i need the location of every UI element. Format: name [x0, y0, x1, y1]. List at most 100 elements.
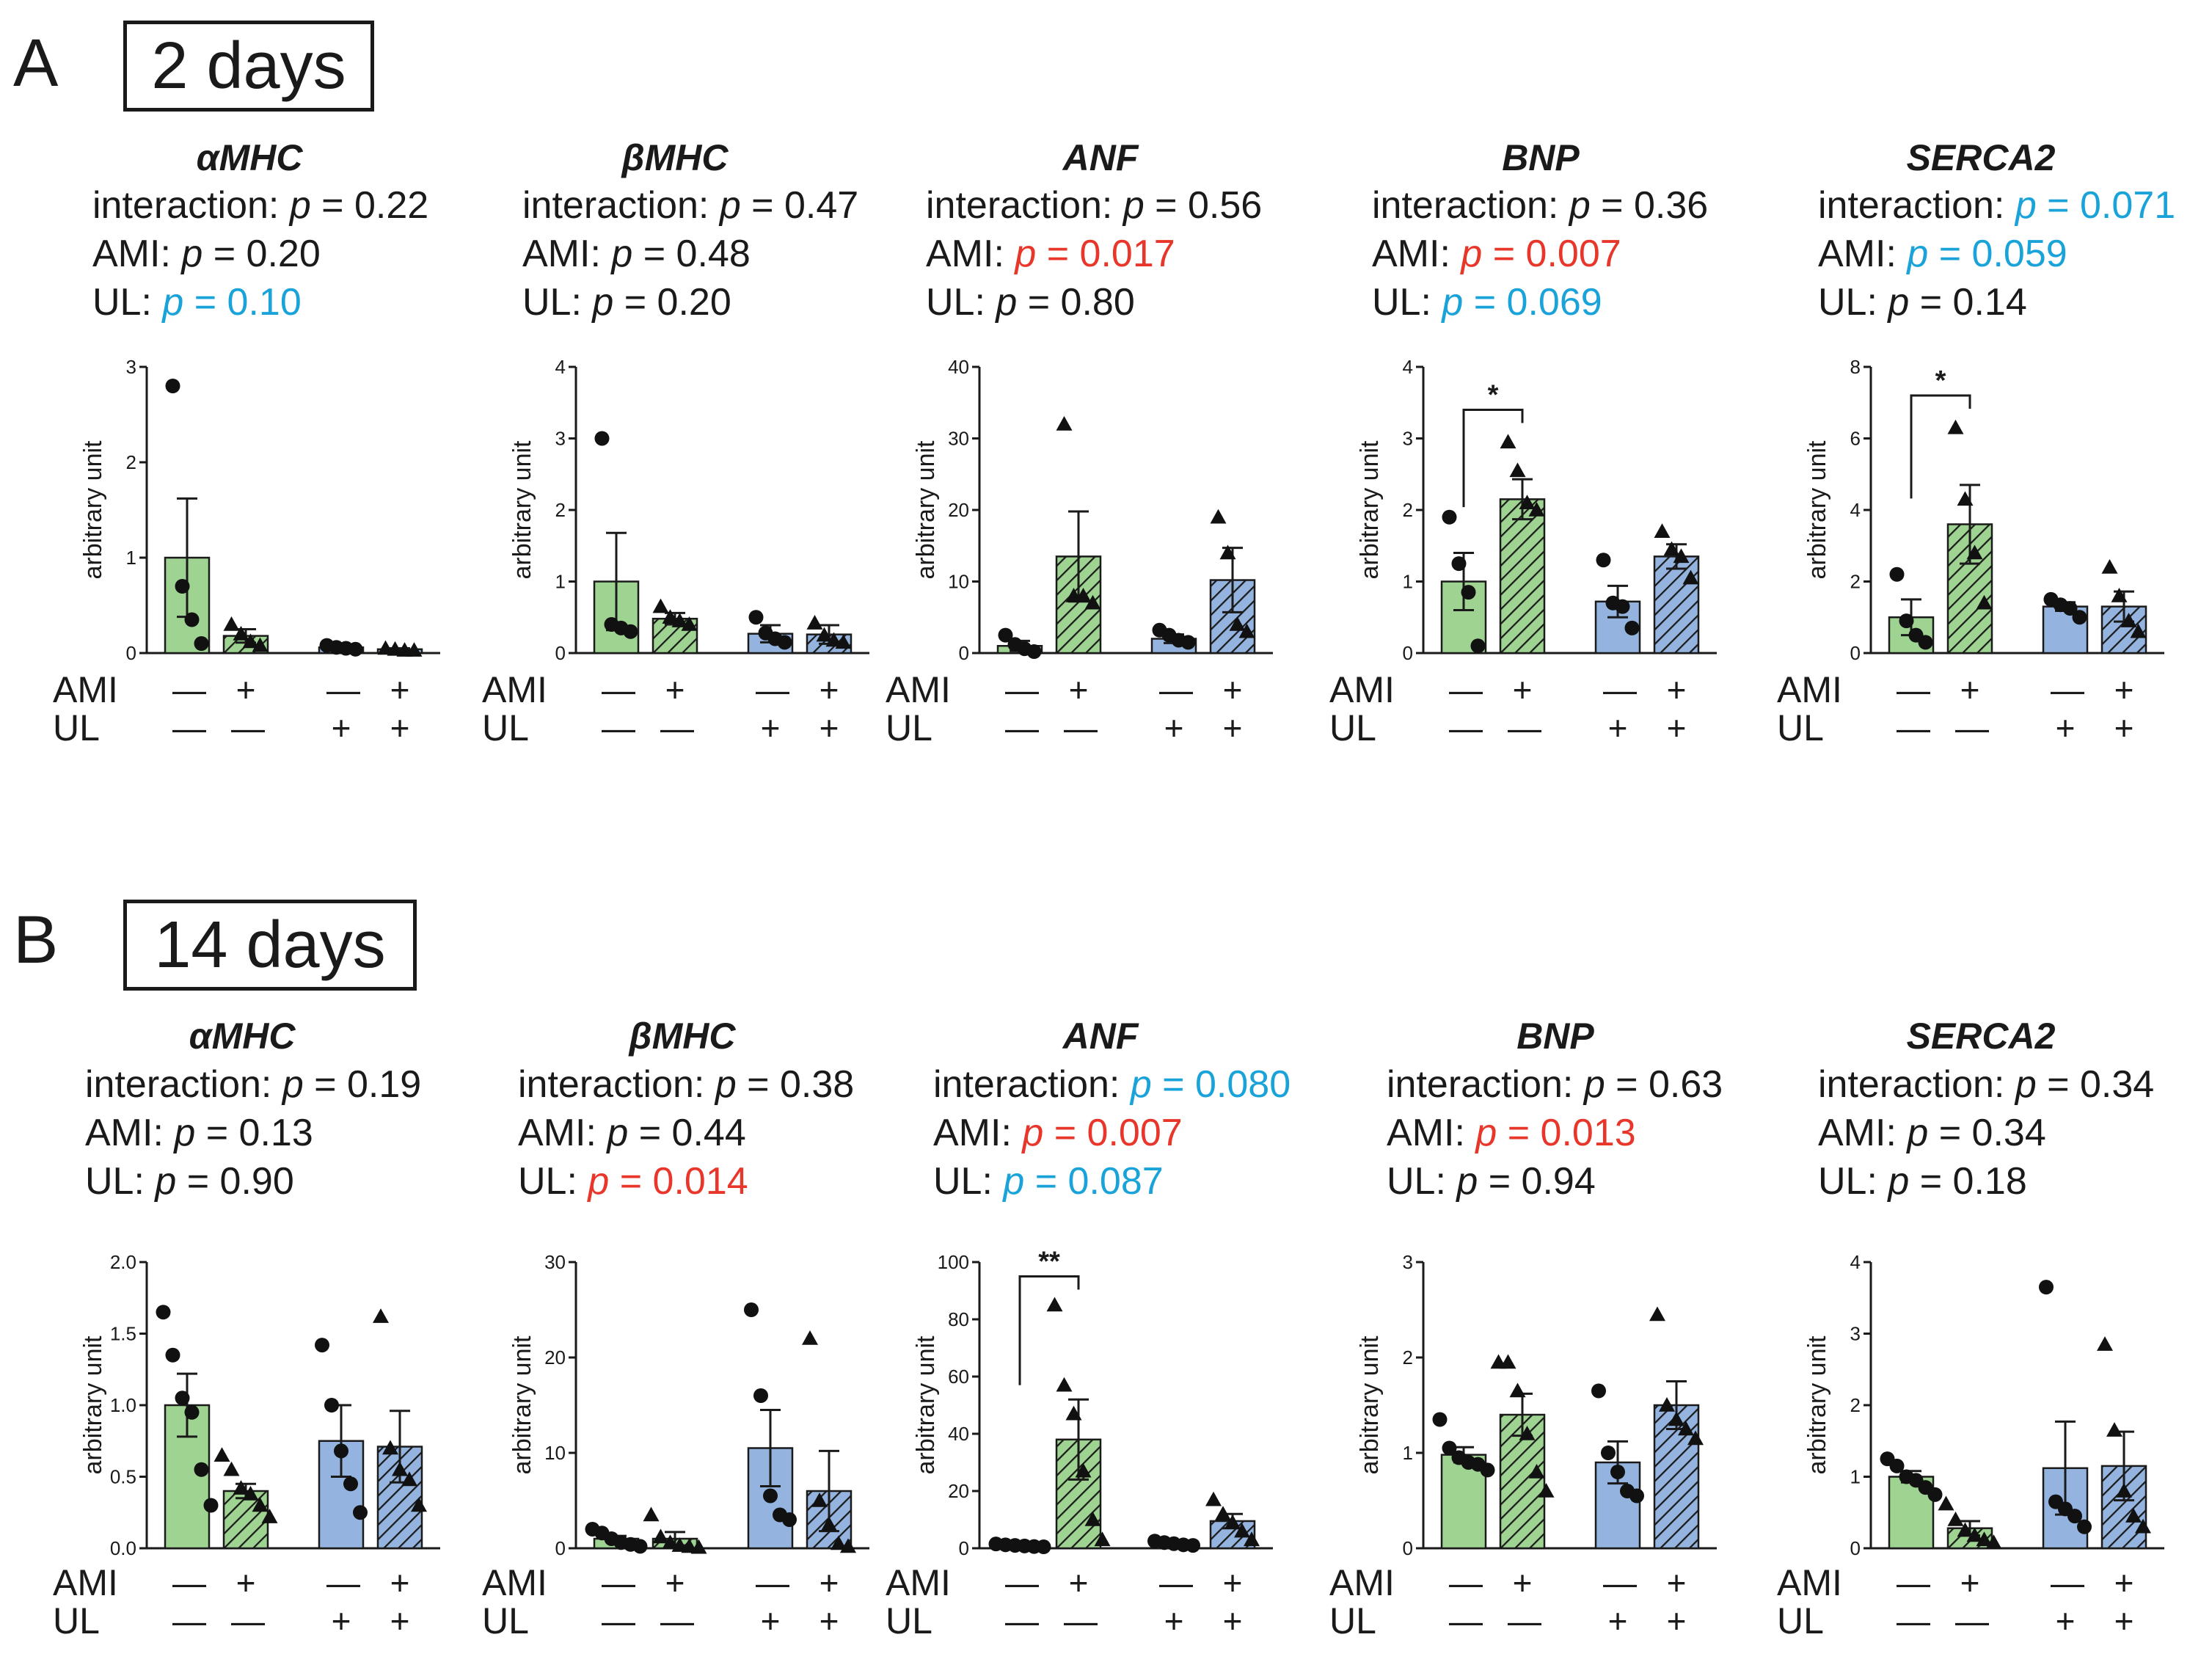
- data-point-triangle: [252, 637, 269, 652]
- ul-sign: —: [1449, 1602, 1483, 1640]
- ami-sign: +: [819, 671, 839, 709]
- y-tick-label: 3: [555, 428, 566, 450]
- stat-label: AMI:: [1372, 233, 1461, 275]
- ami-sign: —: [172, 1564, 206, 1602]
- data-point-triangle: [1528, 1464, 1545, 1479]
- y-tick-label: 3: [1403, 428, 1413, 450]
- stat-label: interaction:: [1818, 184, 2015, 227]
- p-value: p = 0.47: [719, 184, 859, 227]
- data-point-triangle: [1509, 462, 1526, 478]
- p-value: p = 0.059: [1907, 233, 2067, 275]
- ami-row-label: AMI: [482, 669, 547, 710]
- data-point-triangle: [223, 1461, 240, 1476]
- y-axis-label: arbitrary unit: [1356, 440, 1384, 580]
- panel-letter-b: B: [13, 903, 59, 977]
- stat-label: interaction:: [926, 184, 1123, 227]
- panel-a-title-box: 2 days: [123, 21, 374, 112]
- data-point-triangle: [1668, 1411, 1684, 1426]
- y-tick-label: 3: [1403, 1251, 1413, 1273]
- data-point-circle: [753, 1388, 768, 1403]
- stat-line-ami: AMI: p = 0.34: [1818, 1114, 2046, 1152]
- data-point-triangle: [382, 1440, 398, 1455]
- significance-bracket: [1018, 1275, 1080, 1385]
- ami-sign: —: [326, 1564, 360, 1602]
- p-value: p = 0.071: [2015, 184, 2176, 227]
- y-tick-label: 100: [938, 1251, 969, 1273]
- p-value: p = 0.20: [181, 233, 321, 275]
- ami-row-label: AMI: [886, 669, 951, 710]
- data-point-circle: [632, 1539, 648, 1554]
- stat-line-interaction: interaction: p = 0.63: [1387, 1065, 1723, 1104]
- ul-row-label: UL: [886, 1600, 932, 1641]
- y-tick-label: 0: [959, 1537, 969, 1559]
- ami-sign: +: [1960, 671, 1980, 709]
- gene-title: ANF: [1062, 1016, 1139, 1057]
- data-point-triangle: [816, 627, 833, 642]
- data-point-triangle: [1528, 502, 1545, 517]
- stat-label: interaction:: [1372, 184, 1569, 227]
- stat-line-ami: AMI: p = 0.013: [1387, 1114, 1636, 1152]
- data-point-triangle: [1538, 1483, 1555, 1498]
- data-point-triangle: [690, 1539, 707, 1554]
- ami-sign: —: [1897, 671, 1930, 709]
- data-point-triangle: [1500, 434, 1516, 449]
- data-point-triangle: [1056, 1377, 1073, 1392]
- data-point-triangle: [2116, 1483, 2132, 1498]
- p-value: p = 0.069: [1442, 281, 1602, 324]
- ul-sign: —: [231, 1602, 265, 1640]
- y-tick-label: 2: [126, 451, 136, 473]
- stat-label: AMI:: [518, 1112, 607, 1154]
- ami-sign: +: [1512, 671, 1533, 709]
- data-point-triangle: [2106, 1422, 2122, 1437]
- gene-title: αMHC: [196, 137, 303, 178]
- ami-sign: —: [1897, 1564, 1930, 1602]
- bar-chart: arbitrary unit 0 10 20 30 40: [912, 356, 1273, 664]
- y-tick-label: 40: [948, 1423, 969, 1445]
- ami-sign: —: [602, 1564, 635, 1602]
- stat-line-interaction: interaction: p = 0.56: [926, 186, 1262, 225]
- ami-sign: —: [1159, 1564, 1193, 1602]
- p-value: p = 0.013: [1475, 1112, 1636, 1154]
- data-point-triangle: [802, 1330, 818, 1345]
- p-value: p = 0.014: [588, 1160, 748, 1203]
- data-point-circle: [1591, 1383, 1606, 1399]
- y-tick-label: 40: [948, 356, 969, 378]
- ul-sign: —: [1449, 709, 1483, 747]
- stat-line-ul: UL: p = 0.014: [518, 1162, 748, 1200]
- data-point-triangle: [652, 598, 669, 613]
- ul-sign: +: [760, 709, 781, 747]
- data-point-triangle: [406, 642, 423, 657]
- y-tick-label: 0: [555, 1537, 566, 1559]
- y-tick-label: 60: [948, 1366, 969, 1388]
- y-tick-label: 2: [555, 499, 566, 521]
- ul-sign: +: [331, 709, 351, 747]
- data-point-triangle: [1976, 1531, 1993, 1547]
- ul-sign: —: [172, 1602, 206, 1640]
- ul-sign: —: [1897, 709, 1930, 747]
- data-point-triangle: [1215, 1506, 1231, 1520]
- ami-sign: —: [326, 671, 360, 709]
- ami-sign: —: [1005, 671, 1039, 709]
- data-point-circle: [1470, 638, 1486, 654]
- data-point-triangle: [811, 1492, 828, 1507]
- y-tick-label: 1: [1850, 1466, 1861, 1488]
- ami-sign: —: [1603, 1564, 1637, 1602]
- bar-chart: arbitrary unit 0 1 2 3 4: [508, 356, 869, 664]
- p-value: p = 0.48: [611, 233, 751, 275]
- stat-label: AMI:: [1818, 1112, 1908, 1154]
- ami-sign: —: [756, 1564, 789, 1602]
- data-point-triangle: [1094, 1531, 1111, 1547]
- data-point-triangle: [662, 1534, 679, 1549]
- stat-line-interaction: interaction: p = 0.071: [1818, 186, 2175, 225]
- y-tick-label: 0: [1403, 642, 1413, 664]
- data-point-circle: [2077, 1519, 2092, 1534]
- ami-sign: +: [2114, 671, 2134, 709]
- data-point-triangle: [1065, 1405, 1082, 1421]
- stat-label: UL:: [85, 1160, 156, 1203]
- gene-title: SERCA2: [1906, 1016, 2056, 1057]
- ami-sign: —: [1449, 671, 1483, 709]
- data-point-circle: [343, 1476, 358, 1492]
- y-axis-label: arbitrary unit: [912, 1335, 940, 1475]
- bar-chart: arbitrary unit 0 20 40 60 80 100 **: [912, 1247, 1273, 1559]
